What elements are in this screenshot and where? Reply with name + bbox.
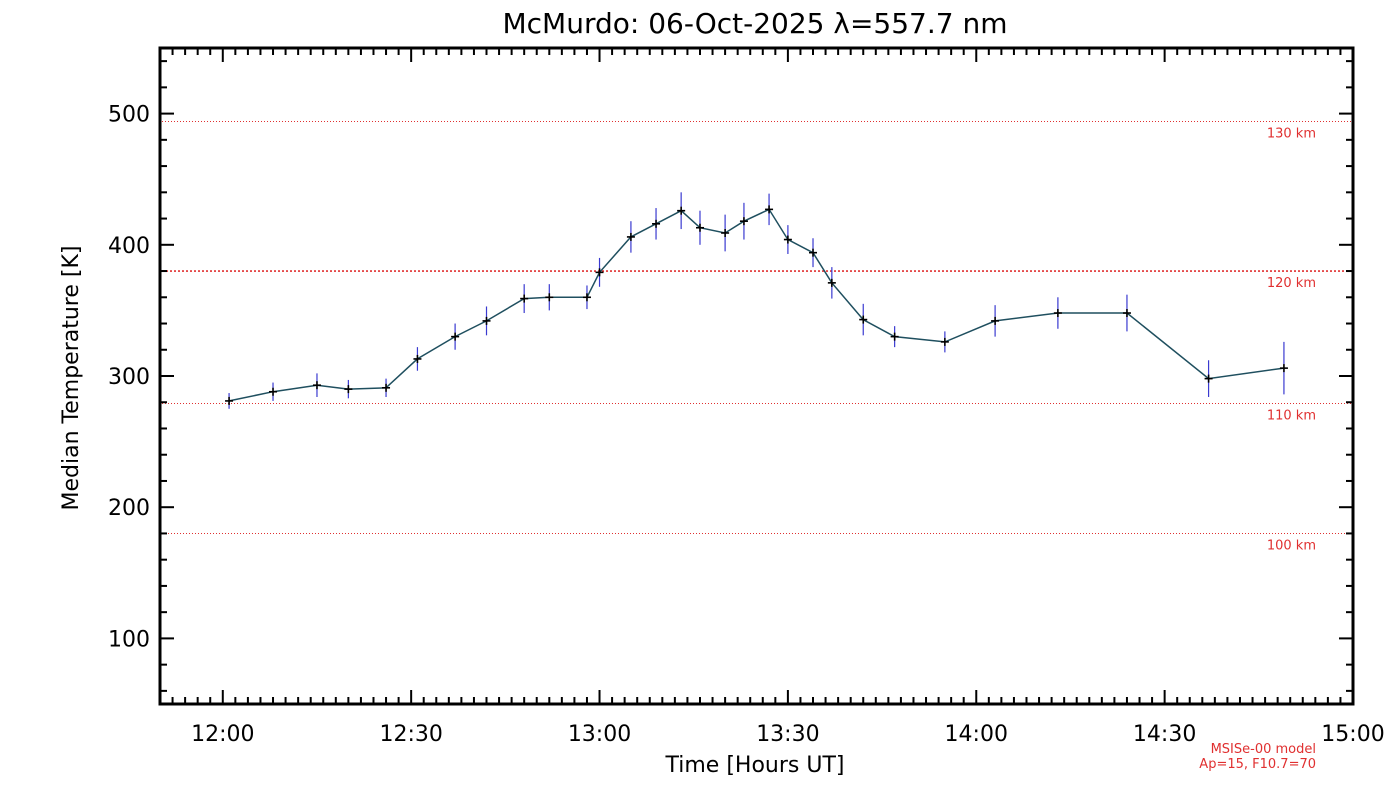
data-point: [1053, 309, 1062, 318]
reference-line-label: 130 km: [1267, 126, 1316, 141]
data-point: [312, 381, 321, 390]
x-tick-label: 14:30: [1133, 722, 1196, 747]
y-tick-label: 200: [108, 496, 150, 521]
data-point: [482, 316, 491, 325]
data-series: [225, 192, 1288, 409]
data-point: [739, 217, 748, 226]
data-point: [413, 354, 422, 363]
x-tick-label: 14:00: [945, 722, 1008, 747]
x-tick-label: 13:00: [568, 722, 631, 747]
data-point: [827, 278, 836, 287]
data-point: [520, 294, 529, 303]
data-point: [652, 219, 661, 228]
x-tick-label: 12:30: [379, 722, 442, 747]
x-tick-label: 13:30: [756, 722, 819, 747]
data-point: [1279, 364, 1288, 373]
axis-ticks: [159, 48, 1354, 704]
data-point: [582, 293, 591, 302]
data-point: [1122, 309, 1131, 318]
data-point: [721, 228, 730, 237]
data-point: [890, 332, 899, 341]
params-note: Ap=15, F10.7=70: [1199, 757, 1316, 772]
data-point: [677, 206, 686, 215]
data-point: [225, 396, 234, 405]
y-tick-label: 100: [108, 627, 150, 652]
reference-line-label: 120 km: [1267, 276, 1316, 291]
x-tick-label: 15:00: [1321, 722, 1384, 747]
data-point: [382, 383, 391, 392]
data-point: [809, 248, 818, 257]
data-point: [269, 387, 278, 396]
data-point: [783, 235, 792, 244]
data-point: [1204, 374, 1213, 383]
data-point: [451, 332, 460, 341]
data-point: [595, 268, 604, 277]
reference-lines: 130 km 120 km 110 km 100 km: [162, 120, 1351, 553]
data-point: [991, 316, 1000, 325]
data-point: [344, 385, 353, 394]
reference-line-label: 110 km: [1267, 409, 1316, 424]
y-tick-label: 300: [108, 365, 150, 390]
reference-line-label: 100 km: [1267, 538, 1316, 553]
data-point: [545, 293, 554, 302]
y-axis-label: Median Temperature [K]: [59, 246, 84, 511]
x-tick-labels: 12:00 12:30 13:00 13:30 14:00 14:30 15:00: [191, 722, 1385, 747]
data-point: [765, 205, 774, 214]
data-point: [859, 315, 868, 324]
y-tick-label: 500: [108, 103, 150, 128]
x-tick-label: 12:00: [191, 722, 254, 747]
y-tick-labels: 100 200 300 400 500: [108, 103, 150, 653]
y-tick-label: 400: [108, 234, 150, 259]
x-axis-label: Time [Hours UT]: [665, 753, 845, 778]
model-note: MSISe-00 model: [1211, 742, 1316, 757]
chart-title: McMurdo: 06-Oct-2025 λ=557.7 nm: [502, 7, 1007, 40]
plot-frame: [158, 46, 1355, 706]
data-point: [940, 337, 949, 346]
data-point: [626, 232, 635, 241]
series-line: [228, 208, 1285, 402]
data-point: [695, 223, 704, 232]
